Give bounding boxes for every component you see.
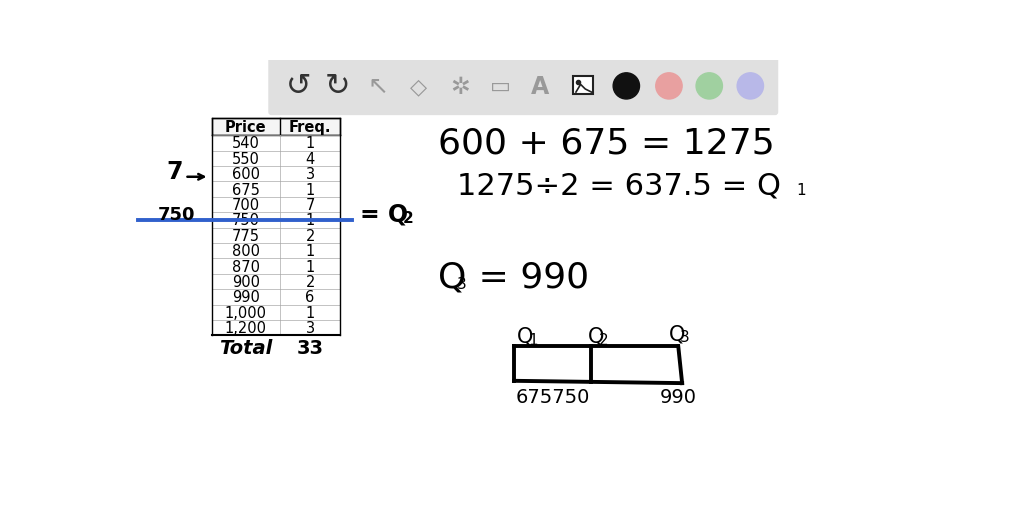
Text: Q: Q (669, 323, 685, 343)
Text: 1: 1 (796, 182, 806, 197)
Circle shape (613, 74, 640, 100)
Text: ✲: ✲ (450, 75, 470, 98)
Text: 6: 6 (305, 290, 314, 305)
Text: Q: Q (438, 261, 466, 294)
Text: 600: 600 (231, 167, 260, 182)
Bar (212, 182, 340, 197)
Text: 1: 1 (305, 213, 314, 228)
Circle shape (655, 74, 682, 100)
Text: 4: 4 (305, 152, 314, 167)
Text: ◇: ◇ (410, 77, 427, 97)
Text: 3: 3 (457, 276, 466, 291)
FancyBboxPatch shape (268, 58, 778, 116)
Text: 3: 3 (680, 330, 689, 345)
Bar (212, 119, 340, 136)
Bar (212, 167, 340, 182)
Bar (212, 320, 340, 336)
Text: 675750: 675750 (515, 388, 590, 407)
Text: 990: 990 (659, 388, 696, 407)
Text: 1: 1 (305, 305, 314, 320)
Text: = 990: = 990 (467, 261, 590, 294)
Text: ↖: ↖ (367, 75, 388, 98)
Text: 1: 1 (305, 136, 314, 151)
Text: ↻: ↻ (325, 72, 350, 101)
Text: = Q: = Q (360, 203, 409, 226)
Text: 1: 1 (305, 182, 314, 197)
Text: ↺: ↺ (286, 72, 311, 101)
Text: 600 + 675 = 1275: 600 + 675 = 1275 (438, 127, 775, 161)
Circle shape (737, 74, 764, 100)
Text: Freq.: Freq. (289, 120, 332, 135)
Text: 750: 750 (158, 206, 195, 223)
Bar (212, 228, 340, 243)
Text: 775: 775 (231, 228, 260, 243)
Text: 7: 7 (305, 197, 314, 213)
Circle shape (696, 74, 722, 100)
Text: 7: 7 (166, 159, 182, 183)
Bar (212, 259, 340, 274)
Text: 1: 1 (305, 259, 314, 274)
Text: 1: 1 (305, 244, 314, 259)
Text: 990: 990 (231, 290, 260, 305)
Text: 700: 700 (231, 197, 260, 213)
Text: 2: 2 (305, 228, 314, 243)
Bar (212, 274, 340, 289)
Text: A: A (531, 75, 550, 98)
Text: Total: Total (219, 338, 272, 358)
Text: 900: 900 (231, 274, 260, 289)
Bar (212, 152, 340, 167)
Text: 1275÷2 = 637.5 = Q: 1275÷2 = 637.5 = Q (458, 171, 781, 200)
Text: 2: 2 (598, 332, 608, 347)
Text: 550: 550 (231, 152, 260, 167)
Bar (212, 136, 340, 151)
Text: 3: 3 (305, 321, 314, 335)
Bar (212, 305, 340, 320)
Bar (212, 243, 340, 259)
Text: 870: 870 (231, 259, 260, 274)
Text: Q: Q (517, 326, 534, 346)
Text: Q: Q (588, 326, 604, 346)
Text: 3: 3 (305, 167, 314, 182)
Text: 540: 540 (231, 136, 260, 151)
Bar (212, 213, 340, 228)
Text: 675: 675 (231, 182, 260, 197)
Text: 1: 1 (528, 332, 538, 347)
Bar (572, 77, 593, 95)
Text: 2: 2 (305, 274, 314, 289)
Bar (212, 197, 340, 213)
Text: Price: Price (225, 120, 266, 135)
Text: 1,000: 1,000 (225, 305, 267, 320)
Text: 2: 2 (403, 211, 414, 226)
Text: 33: 33 (297, 338, 324, 358)
Bar (212, 289, 340, 305)
Text: 750: 750 (231, 213, 260, 228)
Text: 800: 800 (231, 244, 260, 259)
Text: 1,200: 1,200 (225, 321, 267, 335)
Text: ▭: ▭ (489, 77, 511, 97)
